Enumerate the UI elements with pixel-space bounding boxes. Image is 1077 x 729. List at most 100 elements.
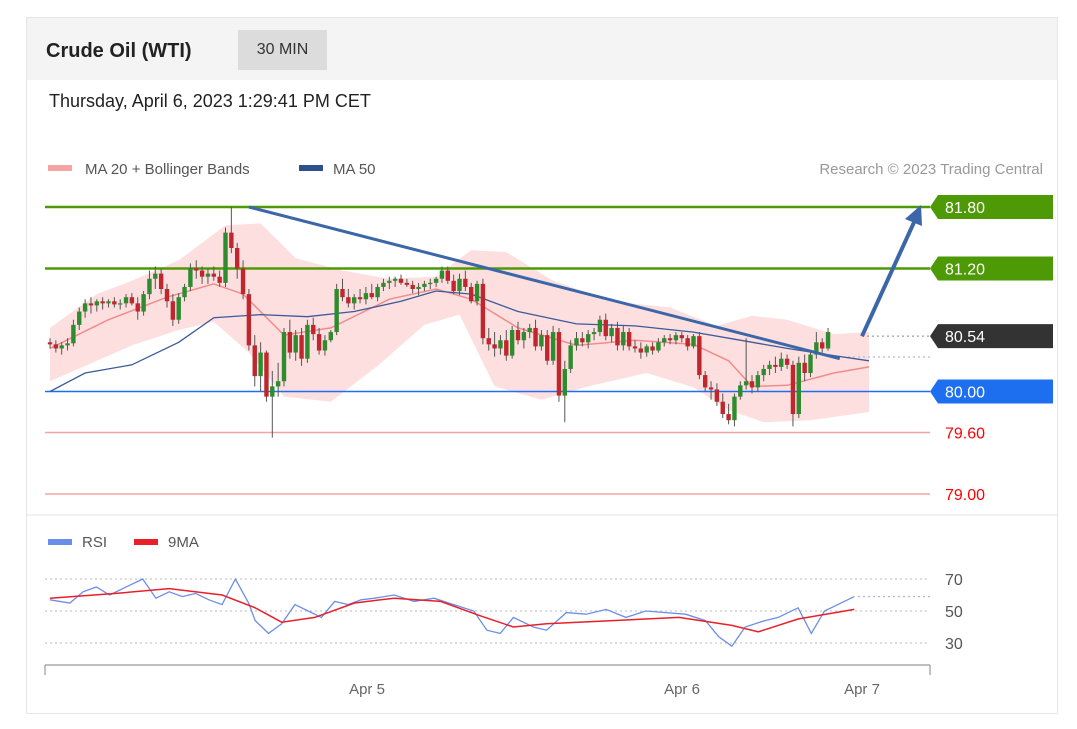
candle	[586, 330, 591, 349]
candle	[176, 293, 181, 324]
rsi-tick-30: 30	[945, 636, 963, 653]
candle-body	[480, 283, 486, 339]
candle-body	[141, 294, 146, 312]
candle-body	[404, 282, 410, 285]
candle	[404, 278, 410, 287]
level-80-54-label: 80.54	[945, 329, 985, 346]
candle-body	[293, 335, 298, 353]
candle-body	[790, 364, 796, 415]
candle-body	[217, 276, 222, 283]
candle	[77, 307, 82, 330]
candle-body	[176, 297, 181, 320]
candle-body	[100, 301, 105, 304]
candle	[825, 327, 831, 351]
candle-body	[773, 364, 778, 367]
level-81-80-tag	[930, 195, 1053, 219]
candle-body	[322, 340, 328, 351]
candle	[697, 332, 702, 380]
candle-body	[609, 327, 614, 337]
candle	[673, 332, 679, 345]
candle	[352, 294, 357, 310]
candle	[550, 325, 556, 365]
candle	[217, 270, 222, 287]
rsi-legend-label: RSI	[82, 534, 107, 551]
candle-body	[445, 270, 450, 281]
candle-body	[527, 327, 532, 333]
candle-body	[802, 362, 807, 374]
rsi-line	[49, 577, 855, 648]
ma50-line	[49, 290, 870, 393]
candle	[732, 393, 737, 427]
candle	[311, 317, 316, 341]
candle	[194, 260, 199, 279]
candle-body	[638, 348, 644, 353]
candle-body	[574, 338, 579, 346]
candle	[726, 403, 731, 425]
level-80-54-tag	[930, 324, 1053, 349]
candle	[533, 319, 538, 351]
candle	[509, 325, 515, 359]
candle	[469, 282, 474, 304]
candle-body	[223, 232, 228, 283]
candle	[703, 371, 708, 392]
candle	[457, 273, 462, 296]
candle-body	[158, 273, 164, 289]
candle-body	[498, 340, 503, 349]
candle	[445, 266, 450, 284]
candle-body	[533, 327, 538, 347]
candle-body	[398, 278, 404, 283]
candle-body	[229, 232, 234, 248]
candle	[106, 299, 111, 308]
candle	[568, 340, 573, 374]
candle	[439, 266, 445, 283]
candle-body	[486, 338, 491, 345]
candle	[387, 276, 392, 289]
candle-body	[59, 345, 64, 349]
candle	[574, 332, 579, 351]
candle-body	[767, 364, 772, 369]
candle-body	[305, 324, 310, 359]
candle	[71, 319, 76, 347]
level-labels: 81.80 81.20 80.54 80.00 79.60 79.00	[930, 195, 1053, 504]
candle	[784, 354, 790, 369]
candle-body	[667, 338, 673, 341]
timeframe-badge[interactable]: 30 MIN	[238, 30, 327, 70]
candle	[252, 335, 257, 387]
candle-body	[264, 352, 269, 397]
candle	[515, 321, 521, 345]
ma20-legend-label: MA 20 + Bollinger Bands	[85, 161, 250, 178]
candle	[814, 332, 819, 359]
candle	[422, 280, 427, 292]
rsi-tick-50: 50	[945, 604, 963, 621]
candle	[779, 352, 784, 371]
candle-body	[170, 301, 176, 320]
candle-body	[738, 385, 743, 397]
candle	[264, 350, 269, 402]
candle	[182, 283, 187, 302]
candle-body	[650, 346, 655, 351]
candle-body	[164, 289, 170, 302]
candle	[246, 289, 252, 351]
candle	[100, 297, 105, 310]
candle	[305, 319, 310, 363]
candle-body	[703, 375, 708, 388]
candle	[416, 282, 421, 296]
candle-body	[732, 396, 737, 421]
candle-body	[679, 335, 684, 339]
candle-body	[123, 297, 129, 304]
candle-body	[252, 345, 257, 377]
rsi-legend-swatch	[48, 539, 72, 545]
candle	[755, 371, 761, 392]
candle	[638, 342, 644, 359]
candle	[433, 276, 439, 287]
candle-body	[556, 332, 562, 396]
candle	[392, 276, 398, 287]
rsi-ma-legend-swatch	[134, 539, 158, 545]
candle	[539, 330, 544, 351]
candle-body	[644, 346, 649, 353]
candle-body	[457, 278, 462, 292]
candle-body	[129, 297, 135, 304]
candle-body	[287, 332, 293, 353]
candle-body	[580, 338, 585, 343]
candle	[685, 335, 690, 351]
